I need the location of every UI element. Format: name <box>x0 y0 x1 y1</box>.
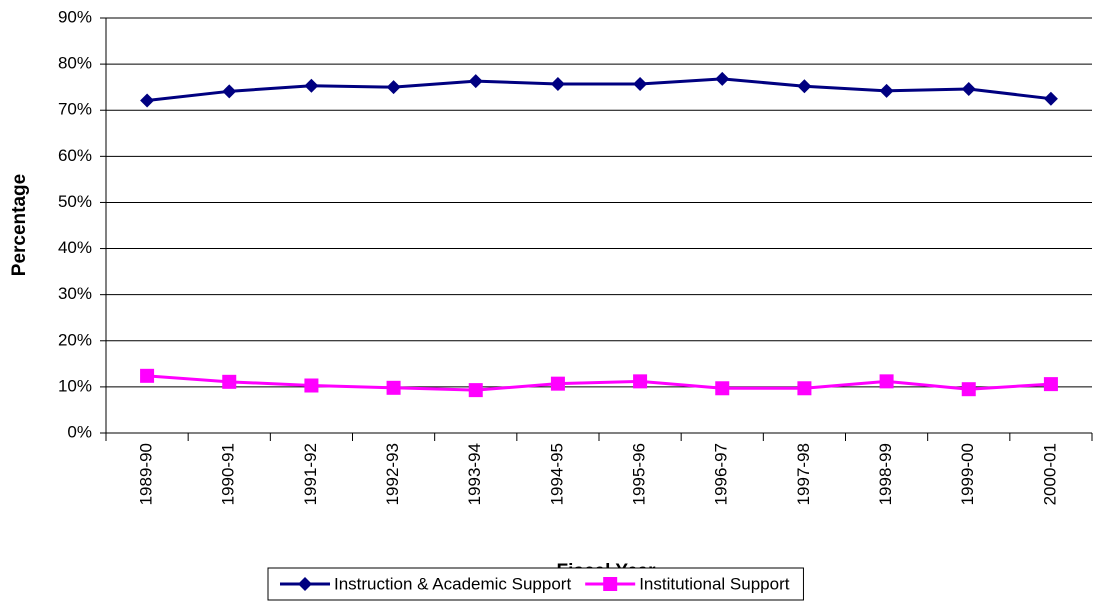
x-tick-label: 1990-91 <box>219 443 238 505</box>
series-line <box>146 374 1052 392</box>
data-point <box>550 376 565 391</box>
data-point <box>140 368 155 383</box>
x-tick-label: 1997-98 <box>794 443 813 505</box>
data-point <box>468 383 483 398</box>
data-point <box>468 74 483 89</box>
data-point <box>715 71 730 86</box>
data-point <box>386 80 401 95</box>
data-point <box>797 381 812 396</box>
data-point <box>304 78 319 93</box>
legend <box>267 567 804 601</box>
data-point <box>633 374 648 389</box>
y-tick-label: 60% <box>58 146 92 165</box>
data-point <box>1043 377 1058 392</box>
y-tick-label: 40% <box>58 238 92 257</box>
legend-marker <box>603 577 618 591</box>
data-point <box>550 76 565 91</box>
x-tick-label: 1992-93 <box>383 443 402 505</box>
data-point <box>222 374 237 389</box>
legend-marker <box>298 577 312 591</box>
y-tick-label: 70% <box>58 100 92 119</box>
data-point <box>1043 91 1058 106</box>
data-point <box>633 76 648 91</box>
legend-label: Instruction & Academic Support <box>334 574 571 593</box>
data-point <box>961 82 976 97</box>
data-point <box>797 79 812 94</box>
x-tick-label: 1994-95 <box>547 443 566 505</box>
x-tick-label: 2000-01 <box>1040 443 1059 505</box>
x-tick-label: 1995-96 <box>630 443 649 505</box>
y-tick-label: 30% <box>58 284 92 303</box>
y-tick-label: 0% <box>67 422 92 441</box>
y-tick-label: 90% <box>58 7 92 26</box>
data-point <box>715 381 730 396</box>
y-tick-label: 10% <box>58 376 92 395</box>
legend-label: Institutional Support <box>639 574 790 593</box>
y-tick-label: 20% <box>58 330 92 349</box>
x-tick-label: 1989-90 <box>137 443 156 505</box>
data-point <box>879 83 894 98</box>
data-point <box>140 93 155 108</box>
x-tick-label: 1998-99 <box>876 443 895 505</box>
series-line <box>146 77 1052 103</box>
data-point <box>386 380 401 395</box>
x-tick-label: 1991-92 <box>301 443 320 505</box>
y-tick-label: 80% <box>58 54 92 73</box>
data-point <box>879 374 894 389</box>
data-point <box>222 84 237 99</box>
data-point <box>961 382 976 397</box>
y-axis-title: Percentage <box>9 174 30 276</box>
data-point <box>304 378 319 393</box>
x-tick-label: 1999-00 <box>958 443 977 505</box>
y-tick-label: 50% <box>58 192 92 211</box>
x-tick-label: 1996-97 <box>712 443 731 505</box>
x-tick-label: 1993-94 <box>465 443 484 505</box>
